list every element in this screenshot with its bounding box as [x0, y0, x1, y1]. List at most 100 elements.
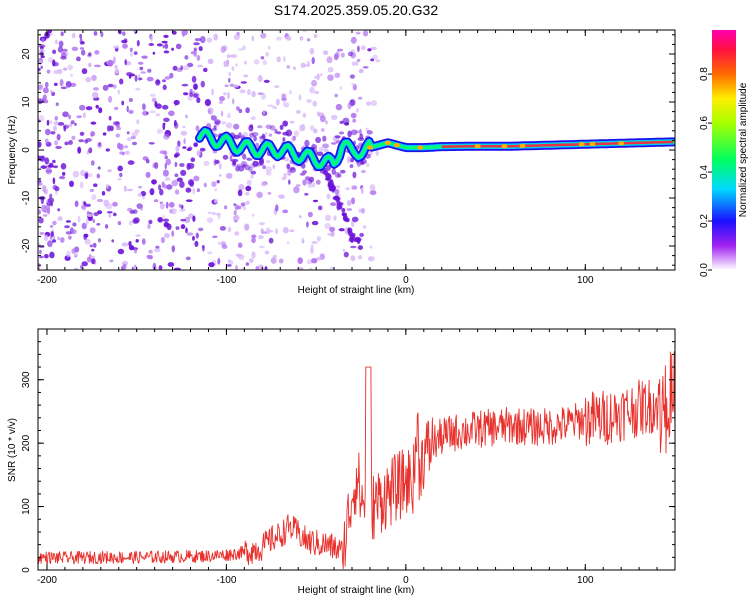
spectrogram-noise-blob	[158, 265, 163, 270]
spectrogram-noise-blob	[80, 41, 85, 45]
spectrogram-noise-blob	[54, 39, 58, 45]
spectrogram-noise-blob	[154, 101, 158, 108]
spectrogram-noise-blob	[82, 112, 86, 119]
spectrogram-noise-blob	[218, 101, 224, 104]
spectrogram-noise-blob	[272, 254, 278, 258]
spectrogram-noise-blob	[163, 50, 170, 54]
snr-y-tick-label: 0	[21, 567, 32, 573]
spectrogram-noise-blob	[326, 56, 333, 64]
spectrogram-noise-blob	[289, 229, 295, 233]
spectrogram-noise-blob	[94, 50, 100, 55]
spectrogram-x-axis-label: Height of straight line (km)	[298, 285, 415, 296]
spectrogram-noise-blob	[207, 58, 214, 64]
spectrogram-noise-blob	[171, 30, 177, 35]
spectrogram-noise-blob	[185, 256, 191, 261]
spectrogram-noise-blob	[60, 163, 67, 170]
spectrogram-noise-blob	[148, 219, 153, 225]
spectrogram-track-haze	[233, 134, 240, 140]
spectrogram-noise-blob	[125, 150, 130, 155]
spectrogram-noise-blob	[42, 214, 48, 217]
spectrogram-noise-blob	[214, 188, 218, 192]
spectrogram-noise-blob	[228, 259, 231, 263]
spectrogram-noise-blob	[196, 97, 201, 104]
spectrogram-noise-blob	[112, 84, 117, 89]
spectrogram-noise-blob	[361, 169, 366, 174]
spectrogram-track-haze	[231, 158, 239, 163]
spectrogram-noise-blob	[234, 231, 240, 236]
spectrogram-noise-blob	[245, 200, 250, 205]
spectrogram-noise-blob	[109, 125, 114, 132]
spectrogram-track-haze	[338, 131, 345, 135]
spectrogram-track-haze	[349, 164, 354, 169]
spectrogram-noise-blob	[158, 184, 162, 191]
spectrogram-noise-blob	[228, 77, 231, 83]
spectrogram-noise-blob	[152, 51, 156, 55]
spectrogram-noise-blob	[264, 266, 268, 270]
spectrogram-noise-blob	[260, 93, 267, 100]
spectrogram-noise-blob	[262, 59, 267, 66]
spectrogram-noise-blob	[225, 122, 233, 129]
spectrogram-noise-blob	[182, 125, 186, 129]
spectrogram-noise-blob	[358, 68, 364, 74]
spectrogram-noise-blob	[131, 141, 138, 146]
spectrogram-noise-blob	[74, 253, 78, 256]
spectrogram-noise-blob	[309, 86, 315, 94]
spectrogram-noise-blob	[362, 225, 367, 229]
spectrogram-noise-blob	[174, 152, 180, 157]
snr-x-tick-label: 100	[577, 575, 594, 586]
spectrogram-noise-blob	[154, 162, 159, 169]
spectrogram-noise-blob	[102, 132, 107, 136]
spectrogram-noise-blob	[176, 177, 183, 182]
spectrogram-noise-blob	[146, 112, 149, 115]
spectrogram-track-haze	[322, 143, 329, 149]
spectrogram-noise-blob	[305, 180, 310, 184]
spectrogram-noise-blob	[90, 256, 96, 259]
spectrogram-noise-blob	[347, 200, 352, 206]
spectrogram-noise-blob	[203, 67, 208, 73]
spectrogram-noise-blob	[118, 143, 124, 151]
spectrogram-noise-blob	[183, 92, 189, 96]
spectrogram-noise-blob	[192, 235, 195, 241]
spectrogram-noise-blob	[105, 184, 109, 189]
spectrogram-noise-blob	[191, 75, 197, 83]
spectrogram-noise-blob	[69, 74, 74, 77]
spectrogram-noise-blob	[211, 181, 217, 188]
spectrogram-noise-blob	[322, 50, 329, 55]
spectrogram-noise-blob	[251, 237, 256, 244]
spectrogram-noise-blob	[333, 53, 339, 61]
spectrogram-noise-blob	[196, 54, 201, 61]
spectrogram-noise-blob	[163, 34, 169, 39]
spectrogram-noise-blob	[261, 182, 267, 187]
spectrogram-noise-blob	[193, 83, 198, 90]
spectrogram-track-haze	[250, 170, 256, 175]
spectrogram-noise-blob	[208, 262, 215, 268]
spectrogram-noise-blob	[164, 162, 167, 170]
spectrogram-noise-blob	[302, 30, 307, 33]
spectrogram-noise-blob	[301, 237, 305, 243]
spectrogram-noise-blob	[258, 235, 264, 240]
spectrogram-track-haze	[242, 153, 247, 160]
spectrogram-noise-blob	[119, 151, 124, 155]
spectrogram-noise-blob	[196, 188, 200, 193]
spectrogram-noise-blob	[124, 59, 127, 66]
spectrogram-noise-blob	[198, 46, 203, 52]
spectrogram-noise-blob	[102, 84, 109, 91]
spectrogram-noise-blob	[206, 37, 213, 43]
spectrogram-noise-blob	[171, 47, 174, 51]
spectrogram-noise-blob	[38, 44, 46, 48]
spectrogram-noise-blob	[163, 232, 170, 239]
spectrogram-noise-blob	[168, 110, 175, 117]
spectrogram-noise-blob	[47, 30, 52, 34]
spectrogram-noise-blob	[369, 184, 376, 191]
spectrogram-noise-blob	[340, 169, 346, 174]
spectrogram-noise-blob	[49, 193, 53, 199]
spectrogram-noise-blob	[119, 172, 123, 178]
spectrogram-noise-blob	[238, 184, 245, 191]
spectrogram-noise-blob	[357, 96, 363, 100]
spectrogram-noise-blob	[251, 213, 255, 217]
spectrogram-noise-blob	[284, 157, 290, 162]
spectrogram-noise-blob	[53, 69, 60, 75]
spectrogram-x-tick-label: 100	[577, 275, 594, 286]
spectrogram-noise-blob	[54, 140, 58, 146]
spectrogram-noise-blob	[181, 83, 189, 87]
